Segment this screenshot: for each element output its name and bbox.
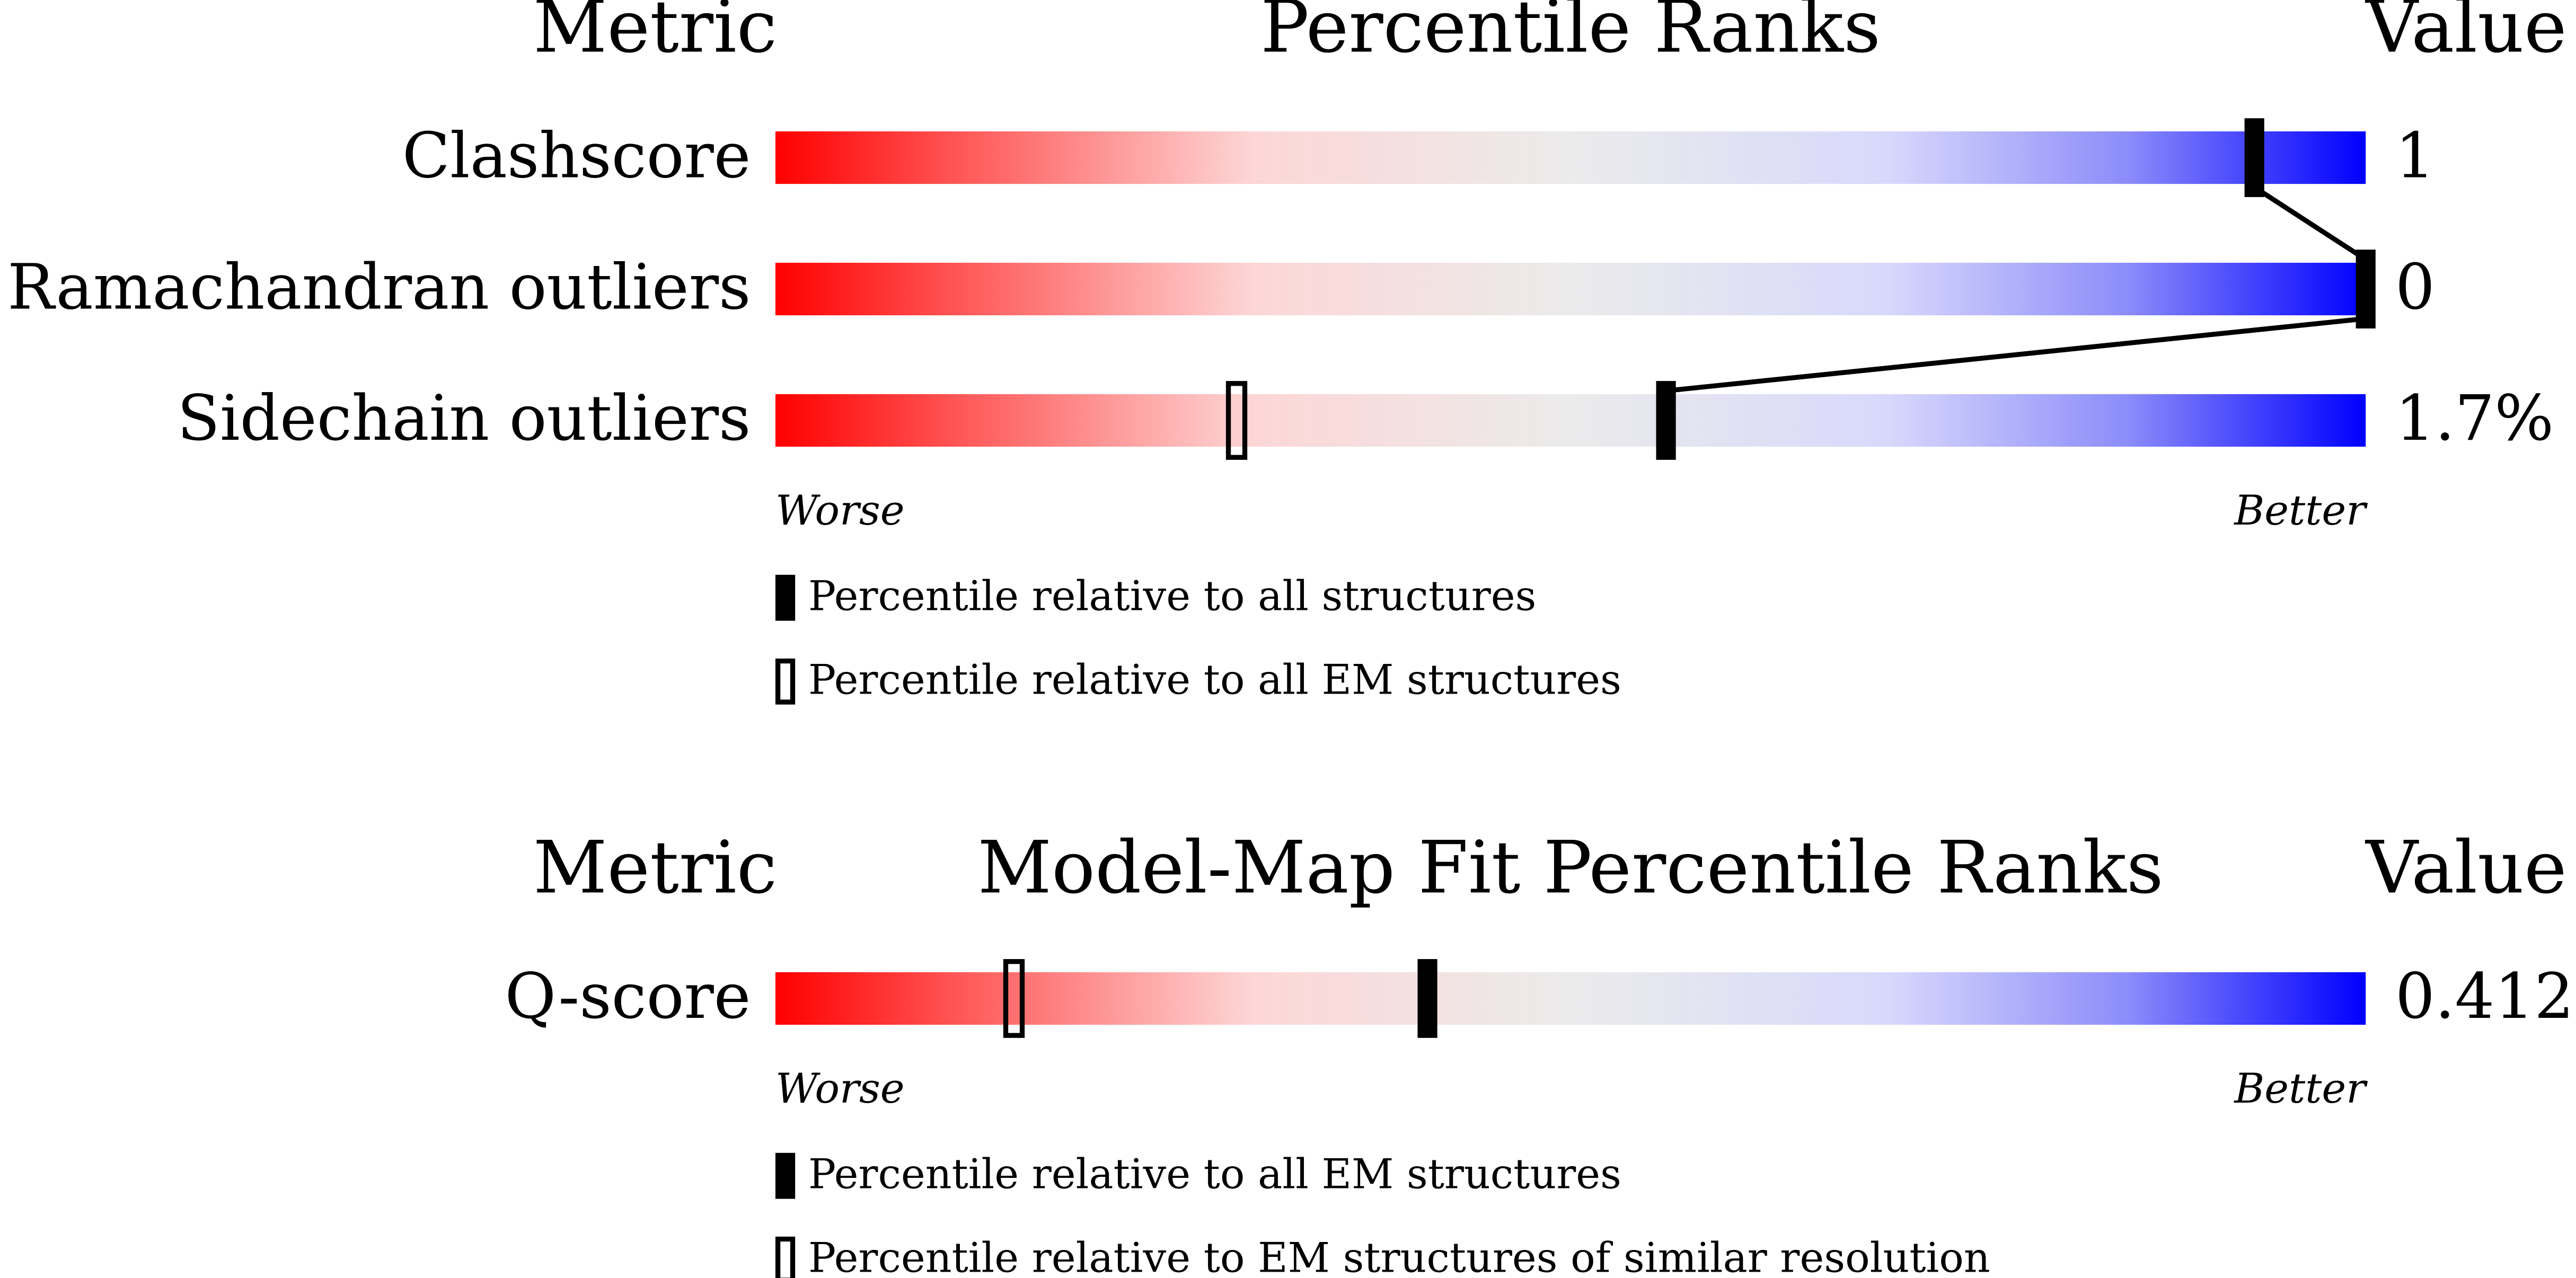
connector [1665, 316, 2366, 394]
legend-swatch [775, 658, 796, 705]
header-value: Value [2365, 0, 2566, 69]
header-title: Percentile Ranks [1260, 0, 1881, 69]
percentile-bar [775, 394, 2366, 447]
legend-swatch [775, 1152, 796, 1199]
better-label: Better [2233, 487, 2368, 535]
marker-filled [2244, 118, 2264, 197]
metric-value: 0.412 [2395, 960, 2574, 1033]
metric-label: Ramachandran outliers [7, 251, 751, 323]
header-title: Model-Map Fit Percentile Ranks [977, 826, 2163, 910]
marker-filled [2356, 250, 2376, 329]
metric-label: Q-score [505, 960, 751, 1033]
legend-swatch [775, 1236, 796, 1278]
metric-value: 1 [2395, 119, 2435, 192]
marker-filled [1417, 959, 1437, 1038]
metric-label: Sidechain outliers [177, 382, 751, 455]
metric-value: 1.7% [2395, 382, 2554, 455]
percentile-bar [775, 972, 2366, 1025]
worse-label: Worse [775, 1065, 905, 1113]
connector [2253, 185, 2367, 262]
better-label: Better [2233, 1065, 2368, 1113]
worse-label: Worse [775, 487, 905, 535]
legend-label: Percentile relative to all structures [808, 572, 1536, 620]
legend-label: Percentile relative to all EM structures [808, 656, 1621, 704]
metric-value: 0 [2395, 251, 2435, 323]
legend-label: Percentile relative to all EM structures [808, 1150, 1621, 1198]
marker-open [1225, 381, 1248, 460]
header-metric: Metric [533, 826, 777, 910]
header-value: Value [2365, 826, 2566, 910]
marker-open [1003, 959, 1025, 1038]
metric-label: Clashscore [402, 119, 751, 192]
percentile-bar [775, 131, 2366, 184]
header-metric: Metric [533, 0, 777, 69]
percentile-bar [775, 262, 2366, 316]
legend-label: Percentile relative to EM structures of … [808, 1234, 1990, 1278]
legend-swatch [775, 574, 796, 621]
marker-filled [1656, 381, 1676, 460]
